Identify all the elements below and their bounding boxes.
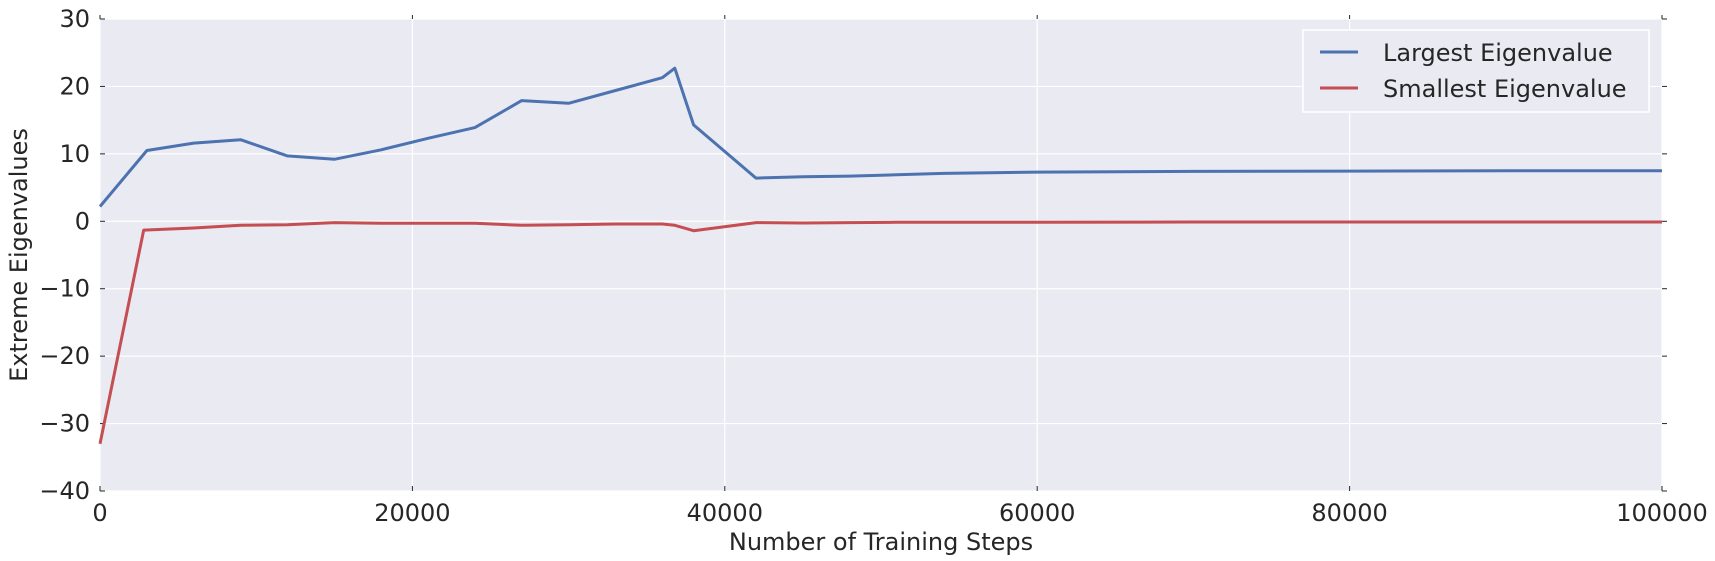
legend-label-largest: Largest Eigenvalue <box>1383 39 1613 67</box>
series-lines <box>98 66 1662 445</box>
x-tick-label: 20000 <box>374 499 450 527</box>
x-tick-label: 0 <box>92 499 107 527</box>
legend: Largest Eigenvalue Smallest Eigenvalue <box>1302 29 1650 113</box>
series-line-smallest-eigenvalue <box>98 220 1662 445</box>
x-tick-label: 60000 <box>999 499 1075 527</box>
y-axis-label: Extreme Eigenvalues <box>5 128 33 382</box>
axis-ticks <box>99 15 1667 492</box>
x-tick-label: 40000 <box>687 499 763 527</box>
y-tick-label: 10 <box>59 140 90 168</box>
y-tick-label: −40 <box>39 477 90 505</box>
y-tick-label: −30 <box>39 410 90 438</box>
y-tick-label: 20 <box>59 72 90 100</box>
y-tick-label: −10 <box>39 275 90 303</box>
y-tick-label: −20 <box>39 342 90 370</box>
legend-label-smallest: Smallest Eigenvalue <box>1383 75 1627 103</box>
x-axis-label: Number of Training Steps <box>729 528 1033 556</box>
series-line-largest-eigenvalue <box>98 66 1662 208</box>
x-tick-label: 80000 <box>1311 499 1387 527</box>
legend-box <box>1302 29 1650 113</box>
y-tick-label: 0 <box>75 207 90 235</box>
y-tick-label: 30 <box>59 5 90 33</box>
x-tick-label: 100000 <box>1616 499 1708 527</box>
y-tick-labels: −40 −30 −20 −10 0 10 20 30 <box>39 5 90 505</box>
x-tick-labels: 0 20000 40000 60000 80000 100000 <box>92 499 1707 527</box>
